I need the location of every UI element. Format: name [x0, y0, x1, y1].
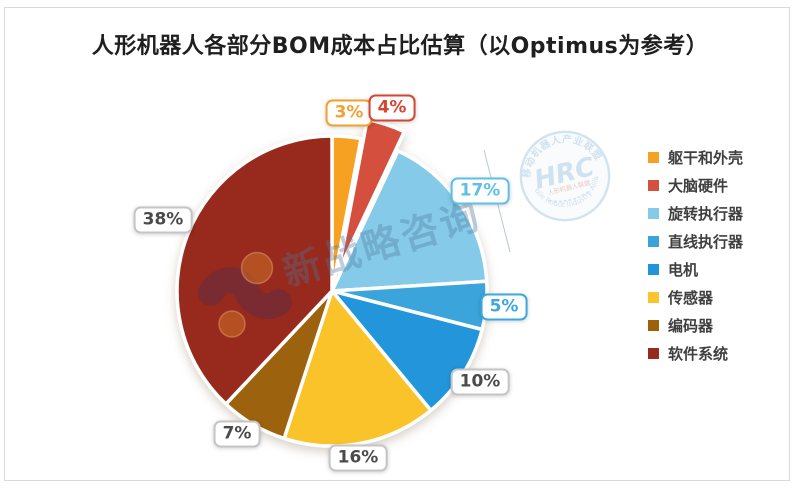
legend-item-电机[interactable]: 电机: [648, 255, 743, 283]
legend-swatch-icon: [648, 291, 659, 303]
legend-label: 传感器: [668, 288, 714, 307]
legend-item-直线执行器[interactable]: 直线执行器: [648, 227, 743, 255]
leader-line: [483, 149, 511, 253]
legend-label: 大脑硬件: [668, 176, 729, 195]
legend-label: 编码器: [668, 316, 714, 335]
legend-swatch-icon: [648, 235, 659, 247]
legend-label: 软件系统: [668, 344, 729, 363]
legend-label: 躯干和外壳: [668, 148, 744, 167]
legend-item-躯干和外壳[interactable]: 躯干和外壳: [648, 143, 743, 171]
legend-swatch-icon: [648, 319, 659, 331]
legend-swatch-icon: [648, 179, 659, 191]
legend-label: 旋转执行器: [668, 204, 744, 223]
legend-label: 直线执行器: [668, 232, 744, 251]
legend-swatch-icon: [648, 347, 659, 359]
legend-swatch-icon: [648, 207, 659, 219]
legend-item-大脑硬件[interactable]: 大脑硬件: [648, 171, 743, 199]
legend-swatch-icon: [648, 151, 659, 163]
legend-swatch-icon: [648, 263, 659, 275]
legend-item-旋转执行器[interactable]: 旋转执行器: [648, 199, 743, 227]
legend-item-传感器[interactable]: 传感器: [648, 283, 743, 311]
legend-item-软件系统[interactable]: 软件系统: [648, 339, 743, 367]
legend-label: 电机: [668, 260, 699, 279]
legend-item-编码器[interactable]: 编码器: [648, 311, 743, 339]
chart-title: 人形机器人各部分BOM成本占比估算（以Optimus为参考）: [91, 34, 709, 59]
legend: 躯干和外壳大脑硬件旋转执行器直线执行器电机传感器编码器软件系统: [648, 143, 743, 367]
